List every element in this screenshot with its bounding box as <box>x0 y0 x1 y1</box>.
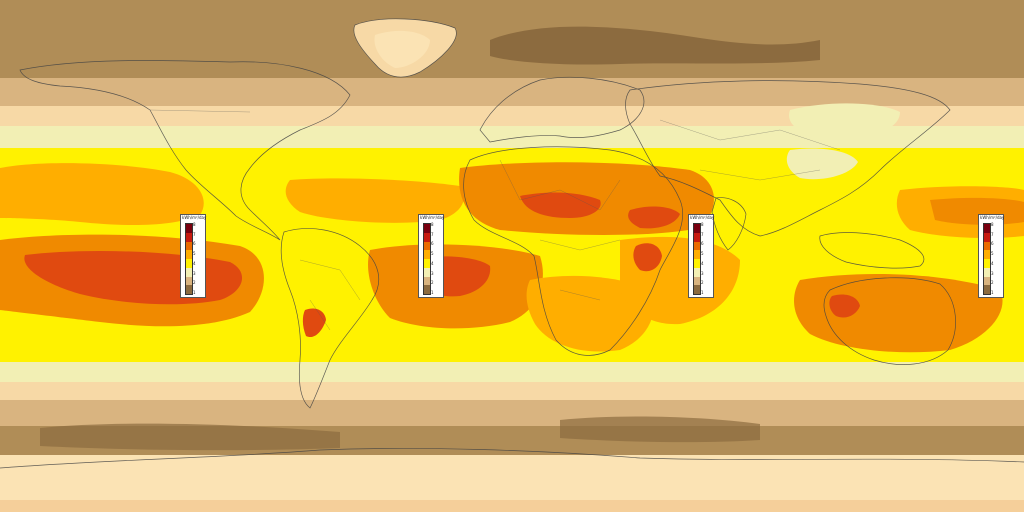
legend-tick: 7 <box>431 231 434 237</box>
outline-north-america <box>19 60 351 241</box>
legend-tick: 8 <box>991 222 994 227</box>
legend-color-bar <box>693 223 701 295</box>
legend-tick: 2 <box>431 280 434 286</box>
legend-ticks: 8 7 6 5 4 3 2 1 <box>991 223 1003 295</box>
legend-tick: 1 <box>193 289 196 295</box>
band-north-subarctic <box>0 78 1024 108</box>
region-antarctic-dark-patches <box>40 416 760 451</box>
legend-tick: 8 <box>193 222 196 227</box>
legend-tick: 7 <box>701 231 704 237</box>
band-antarctica-edge <box>0 500 1024 512</box>
region-east-africa-red <box>633 243 662 272</box>
legend-tick: 6 <box>701 241 704 247</box>
legend-color-bar <box>185 223 193 295</box>
borders-asia <box>659 119 841 181</box>
outline-india <box>711 197 747 251</box>
borders-americas <box>149 109 361 331</box>
legend-tick: 4 <box>991 260 994 266</box>
legend-tick: 6 <box>991 241 994 247</box>
legend-tick: 6 <box>193 241 196 247</box>
legend-tick: 3 <box>431 270 434 276</box>
legend-tick: 2 <box>193 280 196 286</box>
legend-tick: 8 <box>701 222 704 227</box>
border-lines <box>149 109 841 331</box>
legend-tick: 5 <box>701 251 704 257</box>
outline-greenland <box>353 18 457 78</box>
legend-tick: 5 <box>431 251 434 257</box>
colorbar-legend-2: kWh/m²/day 8 7 6 5 4 3 2 1 <box>418 214 444 298</box>
legend-tick: 1 <box>431 289 434 295</box>
region-australia-red <box>829 294 860 318</box>
band-south-pale <box>0 362 1024 384</box>
legend-ticks: 8 7 6 5 4 3 2 1 <box>193 223 205 295</box>
region-sahara-red <box>520 192 601 218</box>
legend-tick: 4 <box>701 260 704 266</box>
legend-tick: 1 <box>701 289 704 295</box>
colorbar-legend-4: kWh/m²/day 8 7 6 5 4 3 2 1 <box>978 214 1004 298</box>
legend-tick: 8 <box>431 222 434 227</box>
legend-unit-label: kWh/m²/day <box>690 215 715 220</box>
region-southern-africa-orange <box>526 275 654 352</box>
legend-unit-label: kWh/m²/day <box>420 215 445 220</box>
legend-tick: 3 <box>991 270 994 276</box>
band-north-temperate <box>0 106 1024 128</box>
region-siberia-light <box>789 103 900 139</box>
legend-tick: 4 <box>193 260 196 266</box>
region-china-pale <box>786 148 858 180</box>
band-south-temperate <box>0 382 1024 404</box>
region-pacific-north-orange <box>0 163 204 226</box>
legend-tick: 1 <box>991 289 994 295</box>
legend-tick: 7 <box>991 231 994 237</box>
outline-asia <box>625 80 951 237</box>
region-greenland-core <box>374 30 430 68</box>
outline-antarctica <box>0 448 1024 469</box>
borders-africa <box>499 159 621 301</box>
region-australia-orange <box>794 274 1003 353</box>
outline-africa <box>463 146 684 356</box>
region-arabia-red <box>628 206 680 229</box>
outline-southeast-asia-islands <box>819 232 925 269</box>
legend-color-bar <box>983 223 991 295</box>
coastline-layer <box>0 18 1024 469</box>
colorbar-legend-3: kWh/m²/day 8 7 6 5 4 3 2 1 <box>688 214 714 298</box>
legend-tick: 2 <box>701 280 704 286</box>
legend-tick: 6 <box>431 241 434 247</box>
colorbar-legend-1: kWh/m²/day 8 7 6 5 4 3 2 1 <box>180 214 206 298</box>
region-west-pacific-core <box>930 197 1024 225</box>
legend-unit-label: kWh/m²/day <box>980 215 1005 220</box>
outline-south-america <box>280 228 380 409</box>
legend-unit-label: kWh/m²/day <box>182 215 207 220</box>
legend-tick: 5 <box>991 251 994 257</box>
legend-ticks: 8 7 6 5 4 3 2 1 <box>431 223 443 295</box>
legend-tick: 4 <box>431 260 434 266</box>
outline-australia <box>823 277 956 365</box>
legend-ticks: 8 7 6 5 4 3 2 1 <box>701 223 713 295</box>
region-arctic-dark-patch <box>490 26 820 65</box>
outline-europe <box>479 76 645 143</box>
legend-tick: 3 <box>701 270 704 276</box>
legend-tick: 2 <box>991 280 994 286</box>
region-atlantic-north-orange <box>285 178 464 223</box>
legend-tick: 7 <box>193 231 196 237</box>
legend-tick: 3 <box>193 270 196 276</box>
legend-color-bar <box>423 223 431 295</box>
legend-tick: 5 <box>193 251 196 257</box>
